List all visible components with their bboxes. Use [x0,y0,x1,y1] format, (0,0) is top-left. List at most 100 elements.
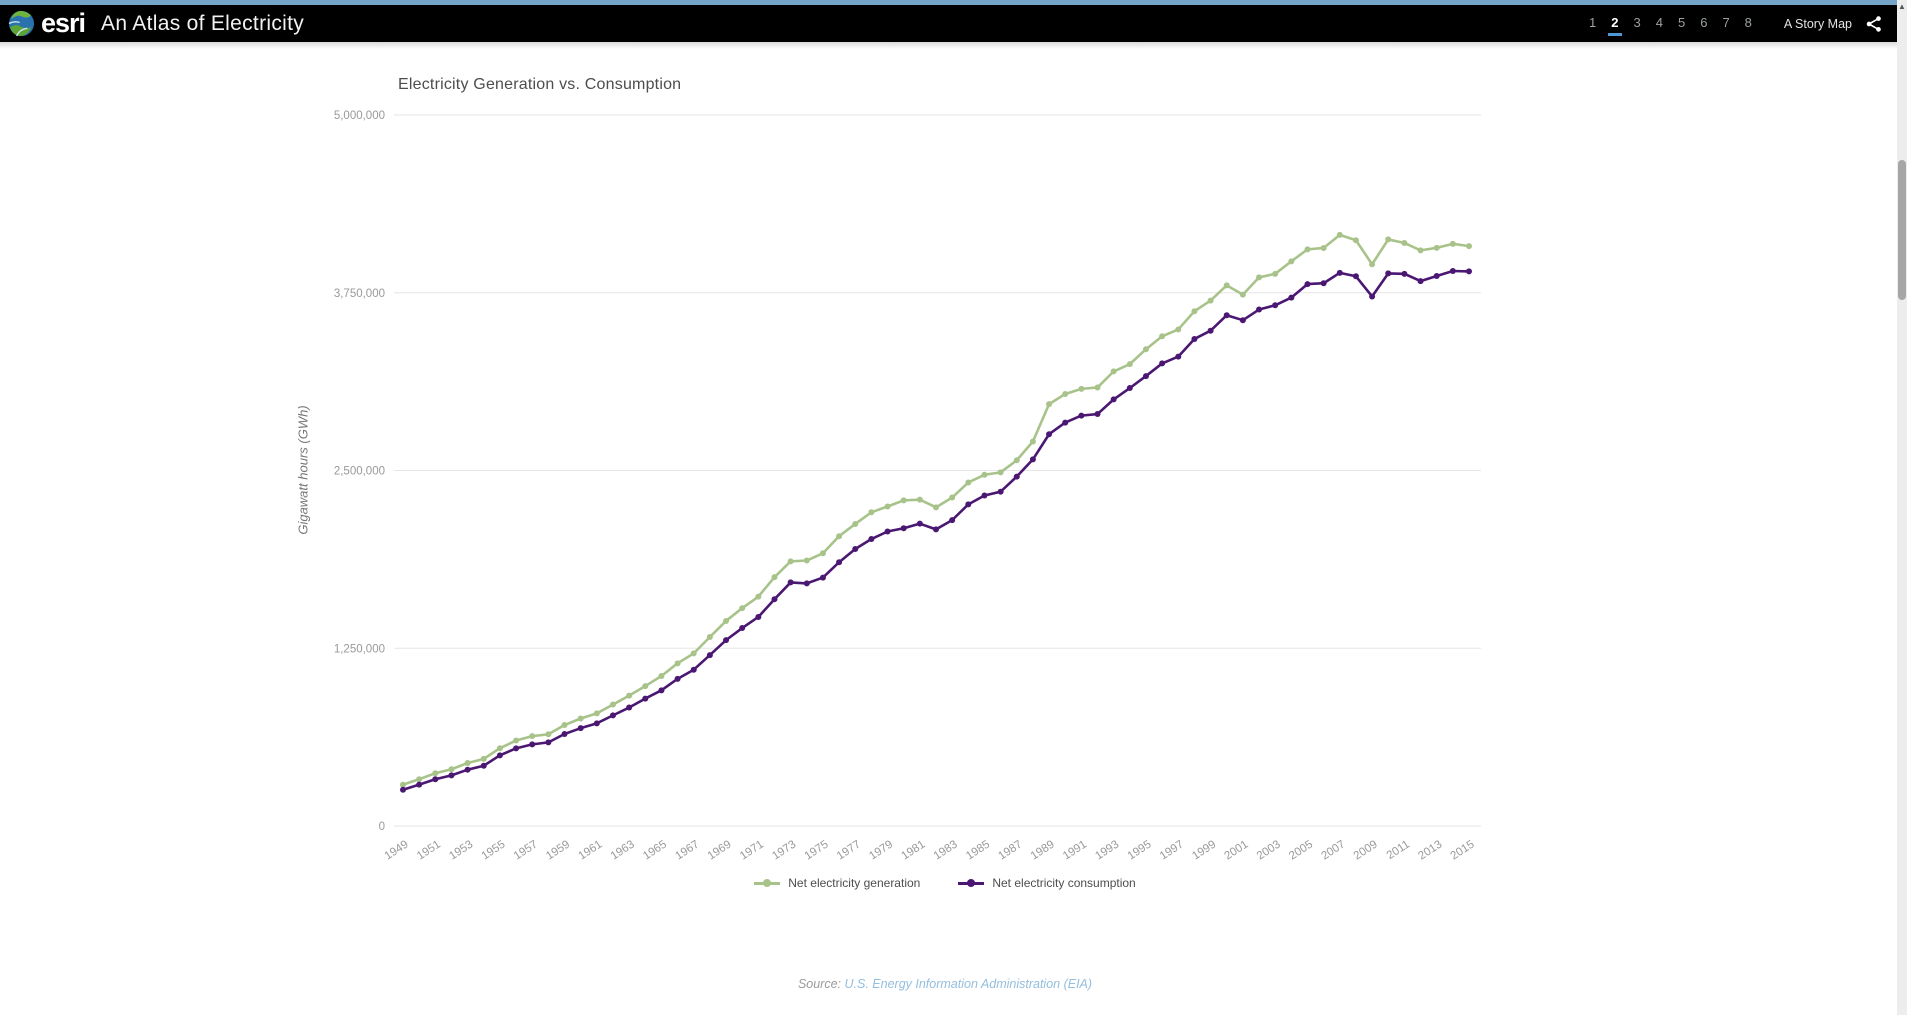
data-point[interactable] [1159,360,1166,367]
data-point[interactable] [1352,237,1359,244]
data-point[interactable] [1094,411,1101,418]
data-point[interactable] [609,701,616,708]
data-point[interactable] [1191,308,1198,315]
data-point[interactable] [1272,270,1279,277]
data-point[interactable] [529,733,536,740]
data-point[interactable] [771,574,778,581]
source-link[interactable]: U.S. Energy Information Administration (… [844,977,1093,991]
page-number-4[interactable]: 4 [1655,15,1663,30]
data-point[interactable] [723,617,730,624]
esri-globe-icon[interactable] [8,10,35,37]
data-point[interactable] [803,580,810,587]
share-icon[interactable] [1865,15,1883,33]
data-point[interactable] [868,536,875,543]
data-point[interactable] [755,613,762,620]
data-point[interactable] [1433,244,1440,251]
data-point[interactable] [771,596,778,603]
data-point[interactable] [1078,412,1085,419]
data-point[interactable] [1320,280,1327,287]
data-point[interactable] [852,520,859,527]
data-point[interactable] [480,762,487,769]
data-point[interactable] [1013,473,1020,480]
data-point[interactable] [400,786,406,793]
data-point[interactable] [545,739,552,746]
data-point[interactable] [803,557,810,564]
data-point[interactable] [658,672,665,679]
data-point[interactable] [916,496,923,503]
data-point[interactable] [513,737,520,744]
data-point[interactable] [658,687,665,694]
data-point[interactable] [981,492,988,499]
data-point[interactable] [1272,302,1279,309]
data-point[interactable] [642,683,649,690]
data-point[interactable] [884,503,891,510]
data-point[interactable] [1159,333,1166,340]
page-number-3[interactable]: 3 [1633,15,1641,30]
data-point[interactable] [448,772,455,779]
data-point[interactable] [1369,293,1376,300]
data-point[interactable] [1466,243,1472,250]
data-point[interactable] [577,725,584,732]
data-point[interactable] [496,752,503,759]
data-point[interactable] [1239,317,1246,324]
data-point[interactable] [609,712,616,719]
data-point[interactable] [933,526,939,533]
data-point[interactable] [626,704,633,711]
data-point[interactable] [900,497,907,504]
data-point[interactable] [448,766,455,773]
data-point[interactable] [464,760,471,767]
data-point[interactable] [884,528,891,535]
data-point[interactable] [432,776,439,783]
data-point[interactable] [1223,312,1230,319]
data-point[interactable] [432,770,439,777]
data-point[interactable] [1110,368,1117,375]
data-point[interactable] [997,469,1004,476]
data-point[interactable] [1304,281,1311,288]
data-point[interactable] [1449,267,1456,274]
data-point[interactable] [836,533,843,540]
data-point[interactable] [1466,268,1472,275]
data-point[interactable] [949,494,956,501]
data-point[interactable] [690,666,697,673]
data-point[interactable] [416,776,423,783]
data-point[interactable] [1046,401,1053,408]
brand-text[interactable]: esri [41,8,86,38]
page-number-1[interactable]: 1 [1589,15,1597,30]
data-point[interactable] [997,488,1004,495]
data-point[interactable] [916,520,923,527]
data-point[interactable] [1352,273,1359,280]
data-point[interactable] [706,634,713,641]
data-point[interactable] [1320,244,1327,251]
page-number-2[interactable]: 2 [1608,11,1622,36]
data-point[interactable] [626,692,633,699]
data-point[interactable] [1013,457,1020,464]
data-point[interactable] [1449,240,1456,247]
data-point[interactable] [819,574,826,581]
data-point[interactable] [1126,361,1133,368]
data-point[interactable] [464,766,471,773]
data-point[interactable] [900,525,907,532]
page-number-8[interactable]: 8 [1744,15,1752,30]
data-point[interactable] [561,722,568,729]
data-point[interactable] [593,710,600,717]
data-point[interactable] [577,715,584,722]
data-point[interactable] [545,731,552,738]
data-point[interactable] [480,755,487,762]
data-point[interactable] [593,720,600,727]
legend-item-generation[interactable]: Net electricity generation [754,876,920,890]
data-point[interactable] [1288,294,1295,301]
data-point[interactable] [1110,396,1117,403]
data-point[interactable] [1336,269,1343,276]
data-point[interactable] [1175,326,1182,333]
data-point[interactable] [1433,272,1440,279]
data-point[interactable] [1369,261,1376,268]
data-point[interactable] [1207,297,1214,304]
data-point[interactable] [674,675,681,682]
data-point[interactable] [1256,274,1263,281]
data-point[interactable] [1029,438,1036,445]
data-point[interactable] [674,660,681,667]
data-point[interactable] [1288,258,1295,265]
data-point[interactable] [933,504,939,511]
data-point[interactable] [1191,335,1198,342]
data-point[interactable] [1239,291,1246,298]
